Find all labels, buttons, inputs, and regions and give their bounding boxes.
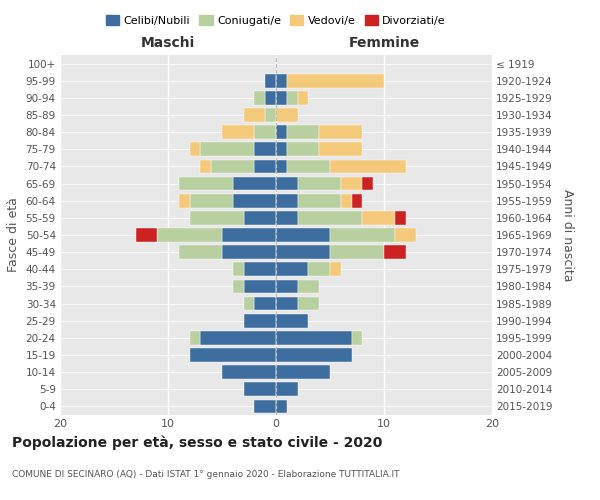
Bar	[200, 142, 254, 156]
Bar	[265, 108, 276, 122]
Bar	[233, 194, 276, 207]
Bar	[298, 176, 341, 190]
Bar	[254, 400, 276, 413]
Bar	[298, 194, 341, 207]
Bar	[287, 74, 384, 88]
Y-axis label: Anni di nascita: Anni di nascita	[561, 188, 574, 281]
Bar	[254, 296, 276, 310]
Bar	[244, 382, 276, 396]
Bar	[179, 194, 190, 207]
Bar	[200, 331, 276, 344]
Bar	[276, 314, 308, 328]
Bar	[265, 74, 276, 88]
Bar	[395, 228, 416, 242]
Bar	[179, 176, 233, 190]
Bar	[244, 108, 265, 122]
Bar	[254, 142, 276, 156]
Bar	[276, 160, 287, 173]
Bar	[362, 176, 373, 190]
Bar	[276, 194, 298, 207]
Bar	[244, 262, 276, 276]
Bar	[276, 400, 287, 413]
Bar	[330, 246, 384, 259]
Bar	[352, 194, 362, 207]
Bar	[298, 296, 319, 310]
Bar	[276, 74, 287, 88]
Bar	[287, 91, 298, 104]
Bar	[244, 280, 276, 293]
Bar	[276, 246, 330, 259]
Bar	[265, 91, 276, 104]
Bar	[190, 331, 200, 344]
Bar	[276, 176, 298, 190]
Bar	[190, 211, 244, 224]
Bar	[254, 126, 276, 139]
Bar	[308, 262, 330, 276]
Bar	[276, 348, 352, 362]
Bar	[384, 246, 406, 259]
Bar	[287, 142, 319, 156]
Bar	[276, 91, 287, 104]
Bar	[298, 91, 308, 104]
Bar	[395, 211, 406, 224]
Bar	[244, 314, 276, 328]
Bar	[276, 142, 287, 156]
Bar	[222, 366, 276, 379]
Bar	[222, 228, 276, 242]
Y-axis label: Fasce di età: Fasce di età	[7, 198, 20, 272]
Bar	[190, 194, 233, 207]
Text: Popolazione per età, sesso e stato civile - 2020: Popolazione per età, sesso e stato civil…	[12, 435, 382, 450]
Bar	[276, 280, 298, 293]
Bar	[330, 262, 341, 276]
Bar	[276, 296, 298, 310]
Bar	[276, 331, 352, 344]
Bar	[200, 160, 211, 173]
Bar	[244, 211, 276, 224]
Bar	[179, 246, 222, 259]
Bar	[319, 142, 362, 156]
Bar	[222, 126, 254, 139]
Bar	[362, 211, 395, 224]
Bar	[341, 176, 362, 190]
Bar	[276, 228, 330, 242]
Bar	[190, 348, 276, 362]
Bar	[211, 160, 254, 173]
Bar	[341, 194, 352, 207]
Bar	[287, 126, 319, 139]
Bar	[330, 160, 406, 173]
Bar	[298, 211, 362, 224]
Bar	[276, 126, 287, 139]
Bar	[233, 176, 276, 190]
Bar	[330, 228, 395, 242]
Bar	[190, 142, 200, 156]
Bar	[233, 262, 244, 276]
Bar	[276, 108, 298, 122]
Legend: Celibi/Nubili, Coniugati/e, Vedovi/e, Divorziati/e: Celibi/Nubili, Coniugati/e, Vedovi/e, Di…	[101, 10, 451, 30]
Bar	[222, 246, 276, 259]
Bar	[233, 280, 244, 293]
Bar	[319, 126, 362, 139]
Text: Maschi: Maschi	[141, 36, 195, 50]
Bar	[157, 228, 222, 242]
Bar	[276, 262, 308, 276]
Bar	[276, 366, 330, 379]
Text: COMUNE DI SECINARO (AQ) - Dati ISTAT 1° gennaio 2020 - Elaborazione TUTTITALIA.I: COMUNE DI SECINARO (AQ) - Dati ISTAT 1° …	[12, 470, 400, 479]
Text: Femmine: Femmine	[349, 36, 419, 50]
Bar	[287, 160, 330, 173]
Bar	[254, 160, 276, 173]
Bar	[276, 211, 298, 224]
Bar	[244, 296, 254, 310]
Bar	[298, 280, 319, 293]
Bar	[352, 331, 362, 344]
Bar	[254, 91, 265, 104]
Bar	[136, 228, 157, 242]
Bar	[276, 382, 298, 396]
